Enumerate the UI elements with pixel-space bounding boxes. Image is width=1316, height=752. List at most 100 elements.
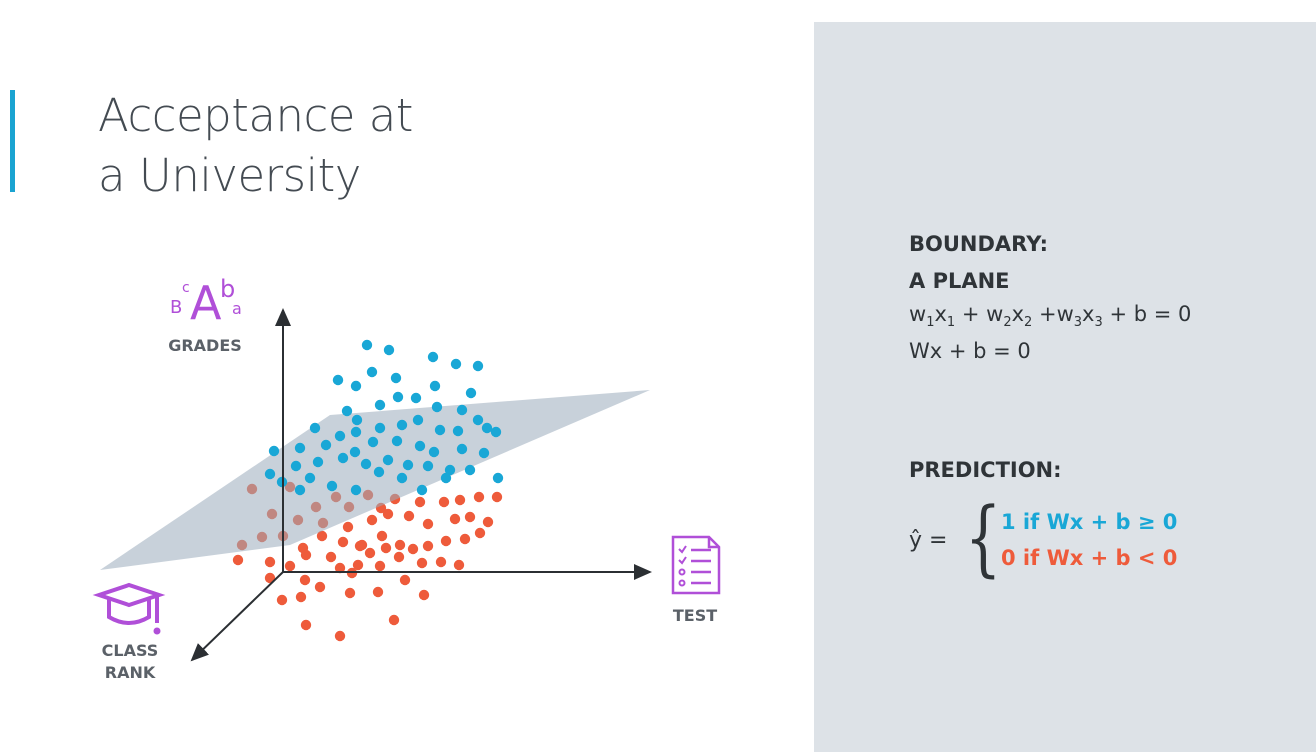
positive-point	[383, 344, 395, 356]
positive-point	[481, 422, 493, 434]
negative-point	[316, 530, 328, 542]
negative-point	[473, 491, 485, 503]
positive-point	[367, 436, 379, 448]
positive-point	[351, 414, 363, 426]
positive-point	[396, 472, 408, 484]
positive-point	[410, 392, 422, 404]
positive-point	[431, 401, 443, 413]
title-line-1: Acceptance at	[98, 89, 413, 142]
negative-point	[440, 535, 452, 547]
negative-point	[453, 559, 465, 571]
negative-point	[459, 533, 471, 545]
positive-point	[465, 387, 477, 399]
negative-point	[364, 547, 376, 559]
prediction-formula: ŷ = { 1 if Wx + b ≥ 0 0 if Wx + b < 0	[909, 494, 1269, 590]
negative-point	[399, 574, 411, 586]
positive-point	[450, 358, 462, 370]
scatter-diagram	[92, 308, 721, 662]
positive-point	[416, 484, 428, 496]
negative-point	[422, 540, 434, 552]
test-axis-label: TEST	[672, 606, 718, 625]
yhat-symbol: ŷ =	[909, 528, 948, 553]
prediction-case-positive: 1 if Wx + b ≥ 0	[1001, 510, 1178, 534]
positive-point	[290, 460, 302, 472]
grade-letter-a: a	[232, 299, 242, 318]
positive-point	[374, 399, 386, 411]
negative-point	[414, 496, 426, 508]
negative-point	[474, 527, 486, 539]
positive-point	[428, 446, 440, 458]
grade-letters-icon: B c A b a	[170, 275, 250, 330]
negative-point	[284, 560, 296, 572]
prediction-case-negative: 0 if Wx + b < 0	[1001, 546, 1178, 570]
positive-point	[373, 466, 385, 478]
negative-point	[449, 513, 461, 525]
boundary-heading: BOUNDARY:	[909, 232, 1048, 256]
boundary-equation-compact: Wx + b = 0	[909, 339, 1031, 364]
test-checklist-icon	[671, 535, 721, 595]
negative-point	[337, 536, 349, 548]
positive-point	[478, 447, 490, 459]
positive-point	[422, 460, 434, 472]
positive-point	[334, 430, 346, 442]
positive-point	[332, 374, 344, 386]
positive-point	[440, 472, 452, 484]
negative-point	[382, 508, 394, 520]
positive-point	[350, 426, 362, 438]
negative-point	[295, 591, 307, 603]
boundary-subheading: A PLANE	[909, 269, 1010, 293]
negative-point	[276, 594, 288, 606]
negative-point	[380, 542, 392, 554]
negative-point	[344, 587, 356, 599]
negative-point	[407, 543, 419, 555]
positive-point	[490, 426, 502, 438]
positive-point	[312, 456, 324, 468]
boundary-equation-expanded: w1x1 + w2x2 +w3x3 + b = 0	[909, 302, 1192, 331]
positive-point	[434, 424, 446, 436]
negative-point	[464, 511, 476, 523]
positive-point	[341, 405, 353, 417]
negative-point	[372, 586, 384, 598]
positive-point	[492, 472, 504, 484]
negative-point	[418, 589, 430, 601]
negative-point	[416, 557, 428, 569]
positive-point	[390, 372, 402, 384]
negative-point	[388, 614, 400, 626]
grade-letter-B: B	[170, 297, 183, 318]
negative-point	[325, 551, 337, 563]
class-rank-line-2: RANK	[104, 663, 156, 682]
brace-icon: {	[964, 491, 1002, 586]
negative-point	[300, 549, 312, 561]
positive-point	[382, 454, 394, 466]
positive-point	[427, 351, 439, 363]
positive-point	[452, 425, 464, 437]
negative-point	[482, 516, 494, 528]
grades-axis-label: GRADES	[168, 336, 242, 355]
positive-point	[472, 414, 484, 426]
graduation-cap-icon	[92, 582, 166, 635]
positive-point	[268, 445, 280, 457]
negative-point	[376, 530, 388, 542]
negative-point	[422, 518, 434, 530]
positive-point	[361, 339, 373, 351]
grade-letter-b: b	[220, 275, 236, 303]
negative-point	[264, 572, 276, 584]
positive-point	[391, 435, 403, 447]
positive-point	[320, 439, 332, 451]
negative-point	[352, 559, 364, 571]
class-rank-axis-label: CLASS RANK	[90, 640, 170, 684]
negative-point	[334, 630, 346, 642]
negative-point	[491, 491, 503, 503]
positive-point	[402, 459, 414, 471]
negative-point	[403, 510, 415, 522]
title-line-2: a University	[98, 149, 361, 202]
slide-title: Acceptance at a University	[98, 86, 518, 206]
negative-point	[454, 494, 466, 506]
positive-point	[304, 472, 316, 484]
positive-point	[444, 464, 456, 476]
negative-point	[334, 562, 346, 574]
positive-point	[456, 443, 468, 455]
negative-point	[300, 619, 312, 631]
positive-point	[350, 484, 362, 496]
negative-point	[394, 539, 406, 551]
